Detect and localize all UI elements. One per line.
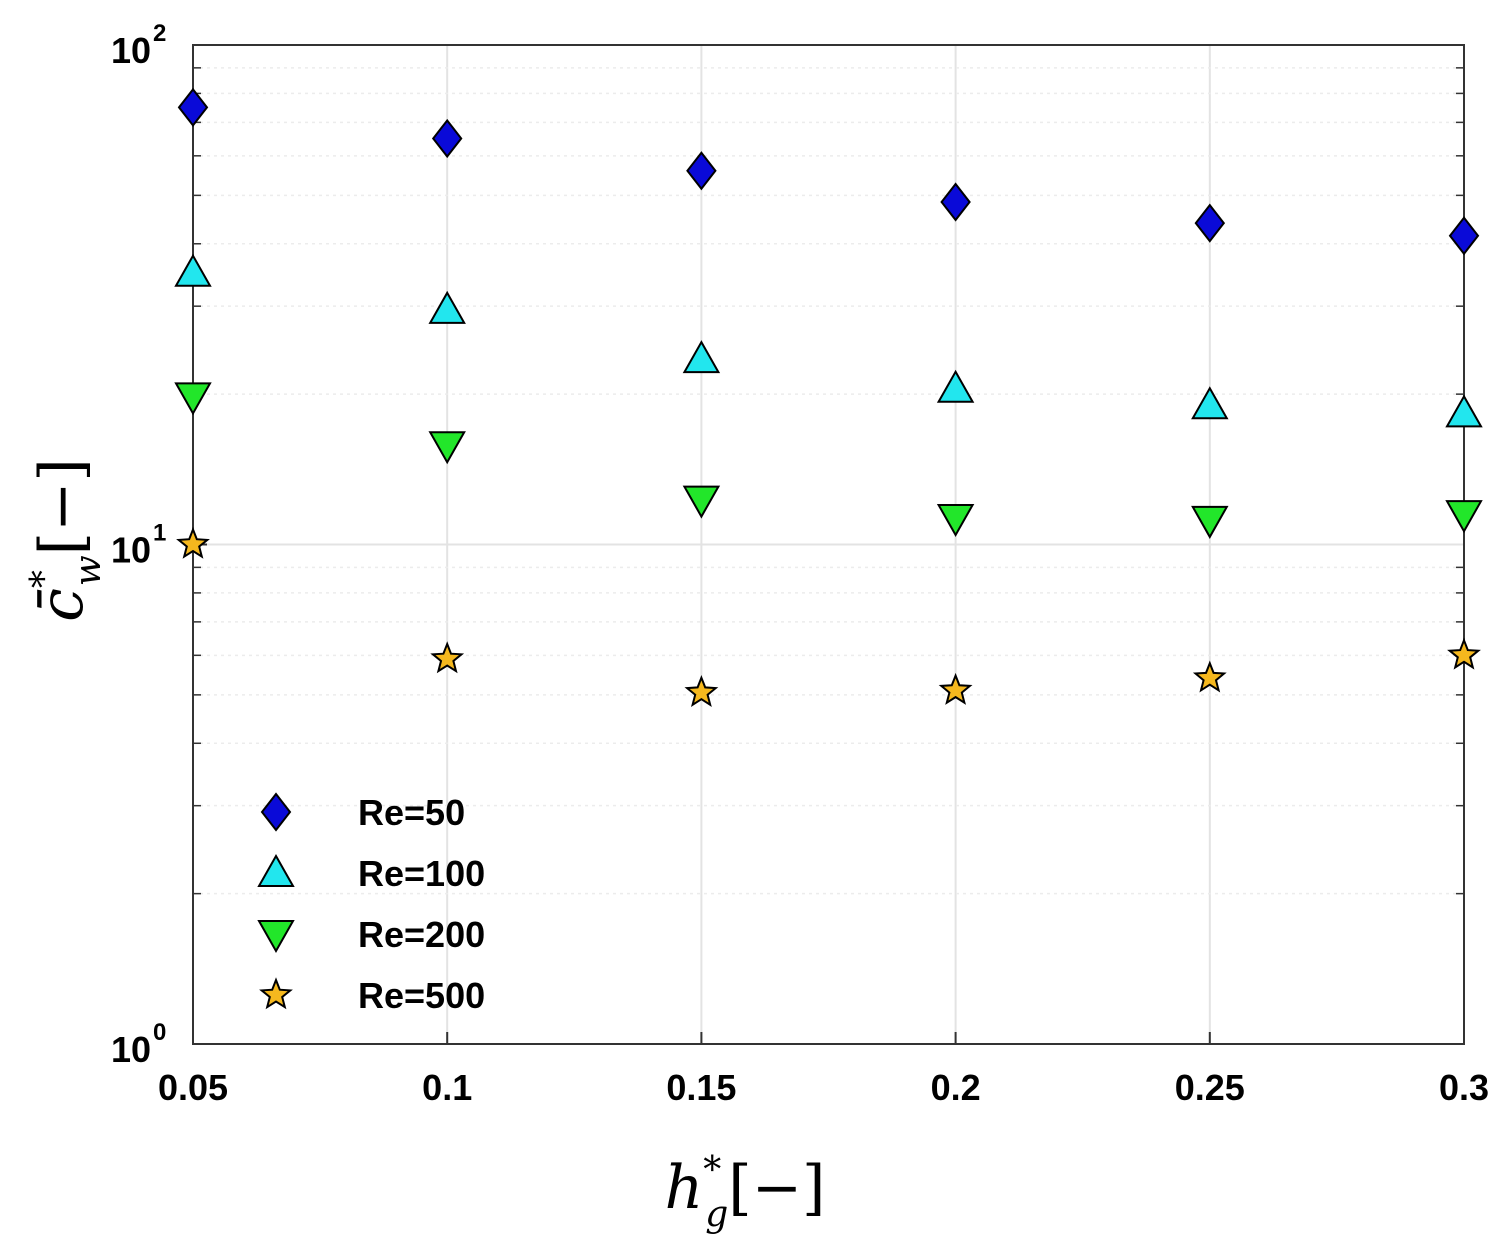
x-tick-label: 0.2	[931, 1067, 981, 1108]
data-point-triangle-up	[682, 340, 721, 374]
legend-label: Re=500	[358, 975, 485, 1016]
data-point-star	[1192, 660, 1227, 693]
data-point-triangle-up	[1445, 394, 1483, 428]
x-tick-label: 0.25	[1175, 1067, 1245, 1108]
y-tick-exponent: 0	[153, 1019, 166, 1046]
x-axis-title-symbol: h	[665, 1153, 704, 1223]
data-point-star	[430, 641, 465, 674]
x-axis-title: h* g[−]	[665, 1150, 826, 1235]
data-point-diamond	[1448, 216, 1480, 256]
y-axis-title-sub: w	[68, 555, 109, 586]
data-markers	[174, 87, 1483, 708]
x-axis-title-sub: g	[705, 1194, 728, 1235]
x-axis-ticks: 0.05 0.1 0.15 0.2 0.25 0.3	[158, 1032, 1489, 1108]
data-point-triangle-up	[936, 369, 975, 403]
series-re-50	[177, 87, 1480, 256]
legend-marker-triangle-down	[257, 920, 295, 954]
legend-marker-star	[259, 977, 293, 1010]
x-tick-label: 0.1	[422, 1067, 472, 1108]
data-point-triangle-up	[428, 290, 466, 324]
data-point-diamond	[686, 151, 717, 191]
y-tick-label: 10	[111, 1029, 151, 1070]
data-point-star	[1447, 637, 1481, 670]
data-point-triangle-down	[1445, 500, 1483, 534]
grid	[192, 45, 1465, 1045]
legend-label: Re=50	[358, 792, 465, 833]
y-axis-title-unit: [−]	[27, 458, 97, 555]
y-tick-label: 10	[111, 530, 151, 571]
data-point-triangle-down	[682, 485, 721, 519]
y-tick-exponent: 1	[153, 520, 166, 547]
series-re-500	[176, 526, 1481, 708]
legend-label: Re=100	[358, 853, 485, 894]
y-tick-exponent: 2	[153, 20, 166, 47]
data-point-triangle-down	[174, 382, 212, 416]
series-re-100	[174, 253, 1483, 428]
data-point-triangle-up	[174, 253, 212, 287]
legend-item: Re=500	[259, 975, 485, 1016]
data-point-star	[684, 674, 719, 708]
legend-item: Re=50	[260, 792, 465, 833]
x-axis-title-sup: *	[703, 1150, 721, 1191]
legend-item: Re=100	[257, 853, 485, 894]
y-axis-title: c̄*w[−]	[24, 458, 109, 622]
data-point-triangle-down	[1191, 505, 1229, 539]
legend: Re=50 Re=100 Re=200 Re=500	[257, 792, 485, 1016]
data-point-star	[938, 672, 973, 705]
series-re-200	[174, 382, 1483, 539]
x-axis-title-unit: [−]	[728, 1153, 825, 1223]
y-axis-title-sup: *	[24, 570, 65, 588]
data-point-star	[176, 526, 210, 559]
data-point-diamond	[177, 87, 209, 128]
data-point-triangle-down	[428, 431, 466, 465]
legend-item: Re=200	[257, 914, 485, 955]
data-point-diamond	[1194, 203, 1226, 243]
legend-marker-diamond	[260, 792, 292, 832]
x-tick-label: 0.15	[666, 1067, 736, 1108]
data-point-diamond	[940, 182, 971, 222]
data-point-triangle-up	[1191, 386, 1229, 420]
y-tick-label: 10	[111, 30, 151, 71]
x-tick-label: 0.3	[1439, 1067, 1489, 1108]
x-tick-label: 0.05	[158, 1067, 228, 1108]
legend-marker-triangle-up	[257, 853, 295, 887]
legend-label: Re=200	[358, 914, 485, 955]
y-axis-title-symbol: c̄	[27, 588, 97, 622]
data-point-diamond	[431, 118, 463, 159]
data-point-triangle-down	[936, 503, 975, 538]
